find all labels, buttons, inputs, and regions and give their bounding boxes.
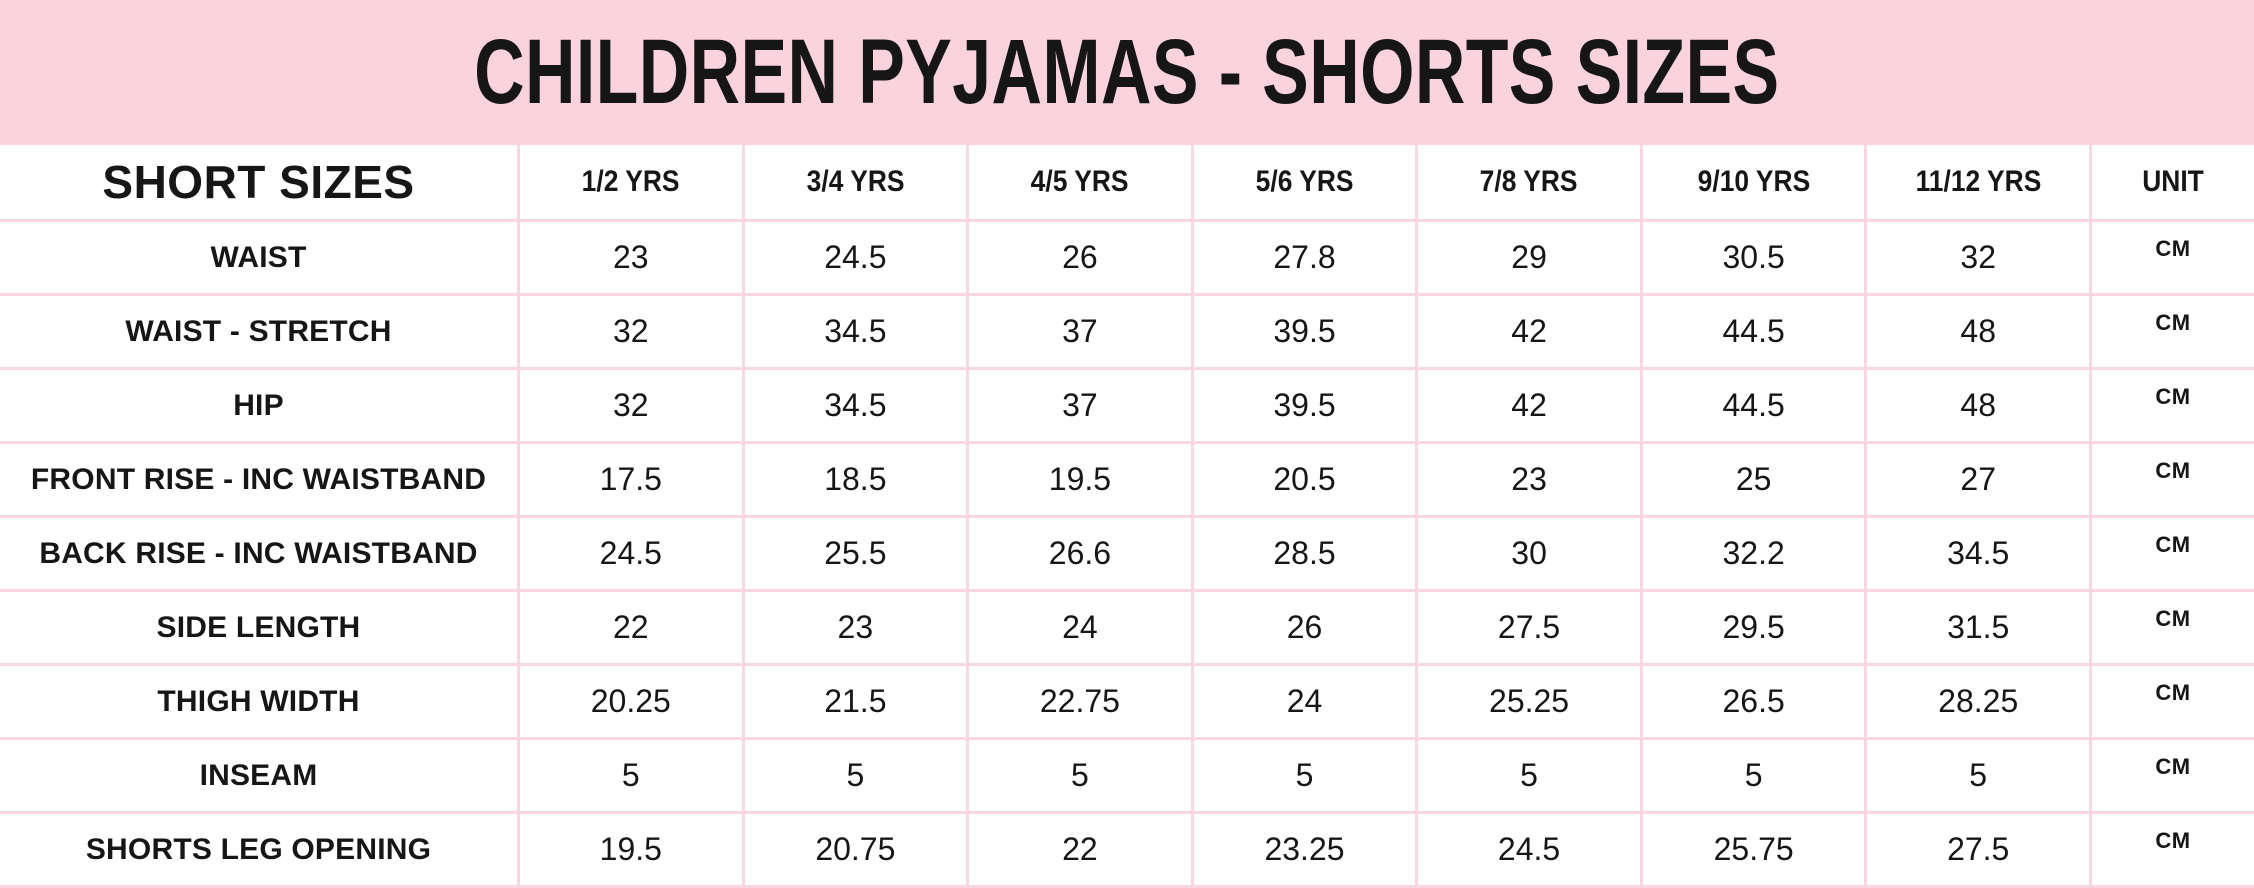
row-label-waist: WAIST [0,222,520,296]
size-value-cell: 19.5 [520,814,745,888]
size-value-cell: 32.2 [1642,518,1868,592]
corner-header-cell: SHORT SIZES [0,145,520,222]
unit-cell: CM [2091,740,2254,814]
row-label-shorts-leg-opening: SHORTS LEG OPENING [0,814,520,888]
size-value-cell: 20.5 [1193,444,1419,518]
unit-cell: CM [2091,222,2254,296]
col-header-7-8-yrs: 7/8 YRS [1418,145,1643,222]
size-value-cell: 5 [1867,740,2092,814]
size-value-cell: 5 [520,740,745,814]
unit-cell: CM [2091,592,2254,666]
size-value-cell: 24.5 [1418,814,1643,888]
page-title: CHILDREN PYJAMAS - SHORTS SIZES [474,21,1780,123]
size-value-cell: 32 [1867,222,2092,296]
size-value-cell: 24 [969,592,1194,666]
title-banner: CHILDREN PYJAMAS - SHORTS SIZES [0,0,2254,145]
size-value-cell: 25.25 [1418,666,1643,740]
size-value-cell: 24 [1193,666,1419,740]
size-value-cell: 18.5 [744,444,970,518]
size-value-cell: 22.75 [969,666,1194,740]
size-value-cell: 25.75 [1642,814,1868,888]
size-value-cell: 28.5 [1193,518,1419,592]
col-header-9-10-yrs: 9/10 YRS [1642,145,1868,222]
size-value-cell: 34.5 [1867,518,2092,592]
size-value-cell: 30 [1418,518,1643,592]
row-label-side-length: SIDE LENGTH [0,592,520,666]
size-value-cell: 23 [744,592,970,666]
row-label-thigh-width: THIGH WIDTH [0,666,520,740]
size-value-cell: 22 [969,814,1194,888]
size-value-cell: 29.5 [1642,592,1868,666]
size-value-cell: 48 [1867,296,2092,370]
size-value-cell: 42 [1418,296,1643,370]
size-value-cell: 19.5 [969,444,1194,518]
size-value-cell: 29 [1418,222,1643,296]
size-value-cell: 26.6 [969,518,1194,592]
size-value-cell: 37 [969,296,1194,370]
size-value-cell: 25 [1642,444,1868,518]
size-value-cell: 24.5 [744,222,970,296]
size-value-cell: 32 [520,370,745,444]
unit-cell: CM [2091,814,2254,888]
unit-cell: CM [2091,370,2254,444]
row-label-front-rise-inc-waistband: FRONT RISE - INC WAISTBAND [0,444,520,518]
size-value-cell: 42 [1418,370,1643,444]
row-label-hip: HIP [0,370,520,444]
size-value-cell: 27.8 [1193,222,1419,296]
row-label-waist-stretch: WAIST - STRETCH [0,296,520,370]
col-header-4-5-yrs: 4/5 YRS [969,145,1194,222]
size-value-cell: 20.25 [520,666,745,740]
size-value-cell: 28.25 [1867,666,2092,740]
size-value-cell: 5 [969,740,1194,814]
size-value-cell: 32 [520,296,745,370]
col-header-3-4-yrs: 3/4 YRS [744,145,970,222]
col-header-11-12-yrs: 11/12 YRS [1867,145,2092,222]
row-label-inseam: INSEAM [0,740,520,814]
size-value-cell: 22 [520,592,745,666]
size-value-cell: 34.5 [744,296,970,370]
size-value-cell: 5 [1642,740,1868,814]
size-value-cell: 27.5 [1867,814,2092,888]
size-value-cell: 39.5 [1193,370,1419,444]
size-value-cell: 23.25 [1193,814,1419,888]
size-value-cell: 5 [744,740,970,814]
size-value-cell: 37 [969,370,1194,444]
size-value-cell: 31.5 [1867,592,2092,666]
row-label-back-rise-inc-waistband: BACK RISE - INC WAISTBAND [0,518,520,592]
size-value-cell: 25.5 [744,518,970,592]
size-value-cell: 44.5 [1642,296,1868,370]
unit-cell: CM [2091,666,2254,740]
size-value-cell: 39.5 [1193,296,1419,370]
size-value-cell: 23 [1418,444,1643,518]
unit-cell: CM [2091,444,2254,518]
size-value-cell: 26.5 [1642,666,1868,740]
col-header-unit: UNIT [2091,145,2254,222]
size-value-cell: 24.5 [520,518,745,592]
unit-cell: CM [2091,296,2254,370]
size-value-cell: 30.5 [1642,222,1868,296]
col-header-5-6-yrs: 5/6 YRS [1193,145,1419,222]
size-value-cell: 27 [1867,444,2092,518]
size-value-cell: 5 [1418,740,1643,814]
corner-header-label: SHORT SIZES [102,156,415,208]
size-value-cell: 48 [1867,370,2092,444]
size-value-cell: 20.75 [744,814,970,888]
size-value-cell: 34.5 [744,370,970,444]
col-header-1-2-yrs: 1/2 YRS [520,145,745,222]
size-value-cell: 21.5 [744,666,970,740]
size-value-cell: 23 [520,222,745,296]
unit-cell: CM [2091,518,2254,592]
size-value-cell: 26 [1193,592,1419,666]
size-value-cell: 44.5 [1642,370,1868,444]
size-value-cell: 26 [969,222,1194,296]
size-value-cell: 5 [1193,740,1419,814]
size-value-cell: 17.5 [520,444,745,518]
size-value-cell: 27.5 [1418,592,1643,666]
